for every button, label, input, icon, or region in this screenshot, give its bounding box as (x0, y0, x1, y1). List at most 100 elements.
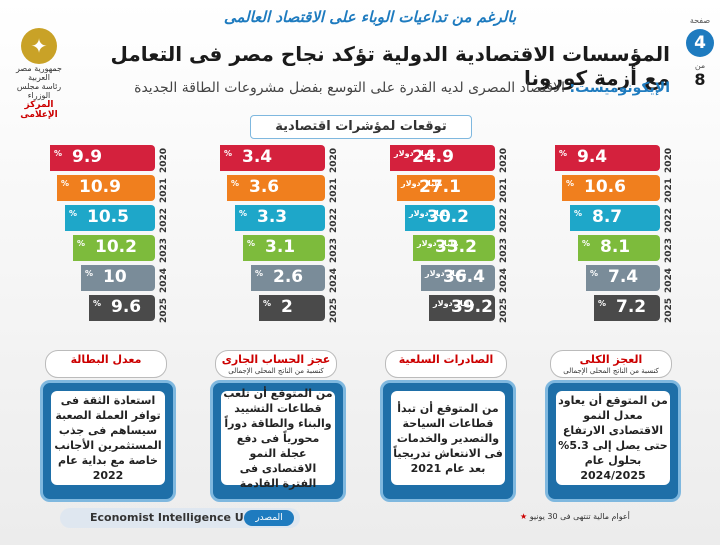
year-label: 2022 (499, 207, 509, 233)
year-label: 2025 (159, 297, 169, 323)
indicator-bar: % 3.4 (220, 145, 325, 171)
indicator-bar: % 8.7 (570, 205, 660, 231)
bar-value: 10.9 (79, 177, 121, 197)
indicator-bar: مليار دولار 36.4 (421, 265, 495, 291)
logo: ✦ جمهورية مصر العربية رئاسة مجلس الوزراء… (8, 28, 70, 120)
page-of: من (694, 61, 706, 70)
indicator-bar: % 10.9 (57, 175, 155, 201)
bar-value: 9.6 (111, 297, 142, 317)
page-current: 4 (686, 29, 714, 57)
indicator-column: % 3.4 2020% 3.6 2021% 3.3 2022% 3.1 2023% 2.6 2024… (205, 145, 355, 380)
bar-value: 30.2 (427, 207, 469, 227)
bar-unit: مليار دولار (433, 299, 475, 308)
year-label: 2024 (664, 267, 674, 293)
subtitle-rest: الاقتصاد المصرى لديه القدرة على التوسع ب… (134, 80, 566, 96)
logo-line3: المركز الإعلامى (20, 100, 58, 120)
forecast-card: استعادة الثقة فى توافر العملة الصعبة سيس… (40, 380, 176, 502)
bar-unit: % (93, 299, 102, 308)
bar-unit: % (582, 239, 591, 248)
bar-unit: مليار دولار (409, 209, 451, 218)
year-label: 2023 (499, 237, 509, 263)
year-label: 2025 (664, 297, 674, 323)
logo-line1: رئاسة مجلس الوزراء (16, 82, 62, 100)
bar-value: 10.5 (87, 207, 129, 227)
bar-unit: % (85, 269, 94, 278)
bar-unit: % (559, 149, 568, 158)
bar-value: 10 (103, 267, 127, 287)
year-label: 2021 (329, 177, 339, 203)
bar-value: 10.6 (584, 177, 626, 197)
indicator-bar: مليار دولار 24.9 (390, 145, 495, 171)
bar-value: 10.2 (95, 237, 137, 257)
bar-value: 3.1 (265, 237, 296, 257)
eagle-icon: ✦ (21, 28, 57, 64)
bar-value: 2 (281, 297, 293, 317)
indicator-bar: مليار دولار 33.2 (413, 235, 495, 261)
year-label: 2021 (664, 177, 674, 203)
bar-unit: مليار دولار (417, 239, 459, 248)
indicator-column: % 9.9 2020% 10.9 2021% 10.5 2022% 10.2 2023% 10 20… (35, 145, 185, 380)
bar-value: 36.4 (443, 267, 485, 287)
bar-value: 39.2 (451, 297, 493, 317)
bar-value: 8.1 (600, 237, 631, 257)
year-label: 2020 (159, 147, 169, 173)
source-footer: Economist Intelligence Unit المصدر (60, 508, 300, 528)
banner: بالرغم من تداعيات الوباء على الاقتصاد ال… (223, 8, 517, 26)
bar-unit: % (61, 179, 70, 188)
bar-value: 9.4 (577, 147, 608, 167)
year-label: 2020 (329, 147, 339, 173)
indicator-label-main: عجز الحساب الجارى (221, 353, 331, 366)
bar-value: 3.4 (242, 147, 273, 167)
indicator-bar: % 8.1 (578, 235, 660, 261)
source-name: Economist Intelligence Unit (90, 511, 261, 524)
year-label: 2023 (329, 237, 339, 263)
indicator-bar: % 10.5 (65, 205, 155, 231)
indicator-label: العجز الكلى كنسبة من الناتج المحلى الإجما… (550, 350, 672, 378)
forecast-card: من المتوقع أن تبدأ قطاعات السياحة والتصد… (380, 380, 516, 502)
bar-unit: % (566, 179, 575, 188)
forecast-card: من المتوقع أن تلعب قطاعات التشييد والبنا… (210, 380, 346, 502)
year-label: 2021 (159, 177, 169, 203)
forecast-card: من المتوقع أن يعاود معدل النمو الاقتصادى… (545, 380, 681, 502)
page-title: المؤسسات الاقتصادية الدولية تؤكد نجاح مص… (110, 42, 670, 90)
indicator-label-sub: كنسبة من الناتج المحلى الإجمالى (563, 367, 659, 375)
indicator-bar: % 7.4 (586, 265, 660, 291)
indicator-bar: % 9.6 (89, 295, 155, 321)
bar-unit: % (239, 209, 248, 218)
page-indicator: صفحة 4 من 8 (684, 16, 716, 106)
forecast-card-text: من المتوقع أن تبدأ قطاعات السياحة والتصد… (391, 391, 505, 485)
year-label: 2024 (329, 267, 339, 293)
page-label: صفحة (689, 16, 711, 25)
star-icon: ★ (520, 512, 528, 521)
year-label: 2023 (159, 237, 169, 263)
indicator-bar: % 9.4 (555, 145, 660, 171)
year-label: 2022 (664, 207, 674, 233)
bar-value: 8.7 (592, 207, 623, 227)
bar-unit: % (231, 179, 240, 188)
indicator-bar: مليار دولار 27.1 (397, 175, 495, 201)
bar-value: 2.6 (273, 267, 304, 287)
indicator-column: % 9.4 2020% 10.6 2021% 8.7 2022% 8.1 2023% 7.4 202… (540, 145, 690, 380)
year-label: 2023 (664, 237, 674, 263)
bar-unit: % (247, 239, 256, 248)
indicator-bar: % 10.2 (73, 235, 155, 261)
year-label: 2020 (664, 147, 674, 173)
indicator-label: الصادرات السلعية (385, 350, 507, 378)
year-label: 2025 (329, 297, 339, 323)
bar-unit: % (590, 269, 599, 278)
year-label: 2020 (499, 147, 509, 173)
bar-unit: % (77, 239, 86, 248)
indicator-bar: مليار دولار 30.2 (405, 205, 495, 231)
page-total: 8 (694, 70, 706, 89)
source-label: المصدر (244, 510, 294, 526)
bar-value: 33.2 (435, 237, 477, 257)
bar-value: 3.6 (249, 177, 280, 197)
bar-value: 3.3 (257, 207, 288, 227)
year-label: 2025 (499, 297, 509, 323)
indicator-bar: % 7.2 (594, 295, 660, 321)
fiscal-note-text: أعوام مالية تنتهى فى 30 يونيو (529, 512, 630, 521)
bar-unit: مليار دولار (394, 149, 436, 158)
bar-value: 24.9 (412, 147, 454, 167)
bar-unit: مليار دولار (425, 269, 467, 278)
